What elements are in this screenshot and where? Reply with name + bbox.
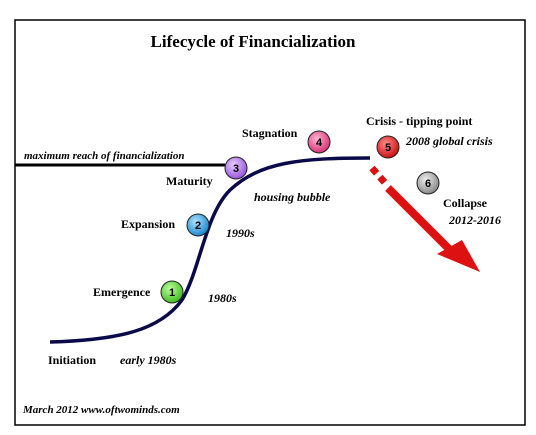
svg-text:3: 3	[233, 163, 239, 175]
tipping-connector	[369, 165, 389, 187]
svg-text:1: 1	[169, 287, 175, 299]
stage-label-maturity: Maturity	[166, 174, 213, 188]
stage-badge-6: 6	[416, 171, 440, 195]
stage-badge-1: 1	[160, 280, 184, 304]
stage-label-collapse: Collapse	[443, 196, 488, 210]
annotation-early-1980s: early 1980s	[120, 353, 177, 367]
stage-badge-5: 5	[376, 135, 400, 159]
diagram-title: Lifecycle of Financialization	[151, 32, 356, 51]
stage-badge-2: 2	[186, 213, 210, 237]
svg-text:2: 2	[195, 220, 201, 232]
svg-text:5: 5	[385, 142, 391, 154]
annotation-housing-bubble: housing bubble	[254, 190, 331, 204]
footer-credit: March 2012 www.oftwominds.com	[22, 404, 180, 416]
stage-badge-3: 3	[224, 156, 248, 180]
stage-label-crisis: Crisis - tipping point	[366, 114, 472, 128]
svg-text:6: 6	[425, 178, 431, 190]
initiation-label: Initiation	[48, 353, 96, 367]
reach-line-label: maximum reach of financialization	[24, 150, 184, 162]
annotation-collapse-years: 2012-2016	[448, 213, 501, 227]
stage-badge-4: 4	[307, 130, 331, 154]
frame-border	[14, 19, 526, 426]
annotation-1990s: 1990s	[226, 226, 255, 240]
lifecycle-curve	[49, 156, 371, 344]
stage-label-expansion: Expansion	[121, 217, 175, 231]
annotation-1980s: 1980s	[208, 291, 237, 305]
stage-label-stagnation: Stagnation	[242, 126, 298, 140]
svg-text:4: 4	[316, 137, 323, 149]
annotation-global-crisis: 2008 global crisis	[405, 134, 493, 148]
stage-label-emergence: Emergence	[93, 285, 151, 299]
collapse-arrow	[385, 185, 480, 272]
